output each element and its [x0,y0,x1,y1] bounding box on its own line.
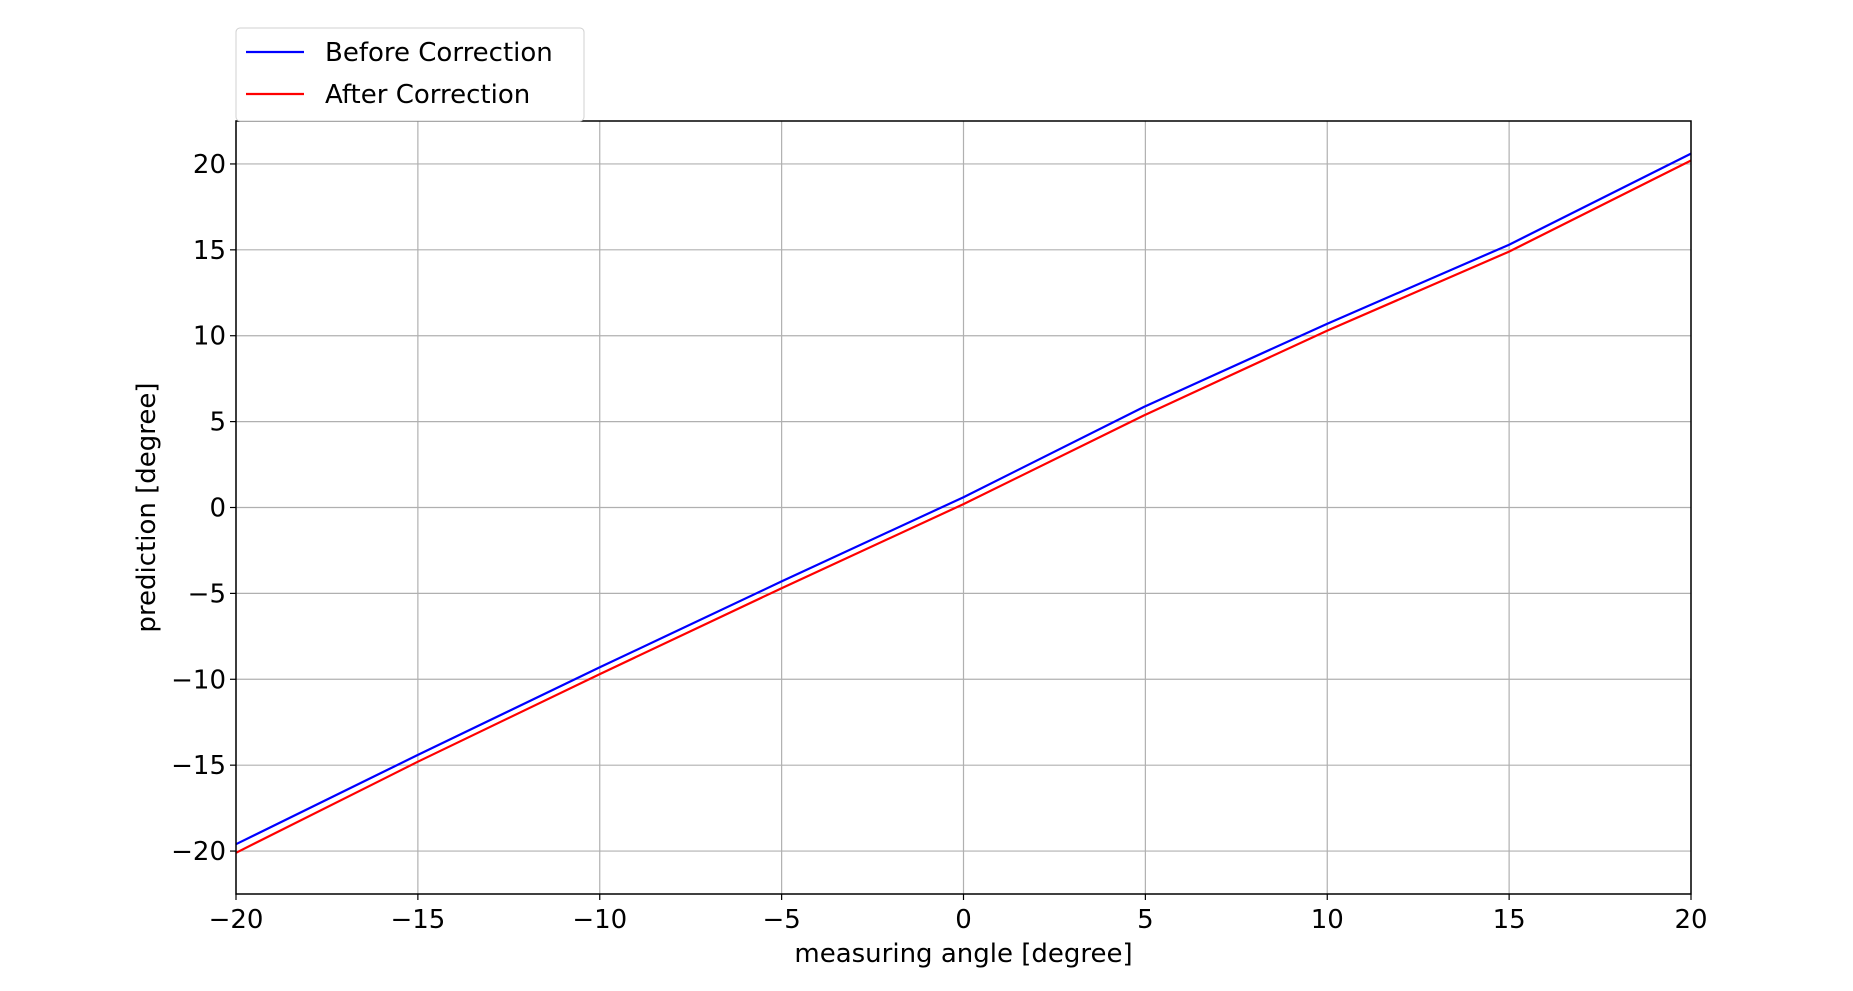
x-tick-label: 15 [1493,905,1526,935]
y-tick-label: −20 [171,837,226,867]
x-tick-label: 10 [1311,905,1344,935]
x-tick-label: −20 [209,905,264,935]
x-tick-label: −10 [572,905,627,935]
legend-label: Before Correction [325,38,553,68]
y-tick-label: −15 [171,751,226,781]
y-axis-label: prediction [degree] [132,382,162,632]
y-tick-label: 10 [193,322,226,352]
legend-box [235,27,585,122]
y-tick-label: −10 [171,665,226,695]
axis-ticks: −20 −15 −10 −5 0 5 10 15 20 −20 −15 −10 −5 0 5 10 15 20 [171,150,1707,935]
x-tick-label: −15 [390,905,445,935]
x-axis-label: measuring angle [degree] [794,939,1132,969]
y-tick-label: 20 [193,150,226,180]
legend: Before Correction After Correction [235,27,585,122]
y-tick-label: 15 [193,236,226,266]
legend-label: After Correction [325,80,530,110]
series-line [235,159,1692,854]
y-tick-label: 5 [209,408,226,438]
x-tick-label: −5 [762,905,800,935]
y-tick-label: 0 [209,494,226,524]
series-lines [235,152,1692,854]
y-tick-label: −5 [188,579,226,609]
series-line [235,152,1692,846]
grid [235,121,1692,894]
x-tick-label: 20 [1674,905,1707,935]
x-tick-label: 0 [955,905,972,935]
x-tick-label: 5 [1137,905,1154,935]
